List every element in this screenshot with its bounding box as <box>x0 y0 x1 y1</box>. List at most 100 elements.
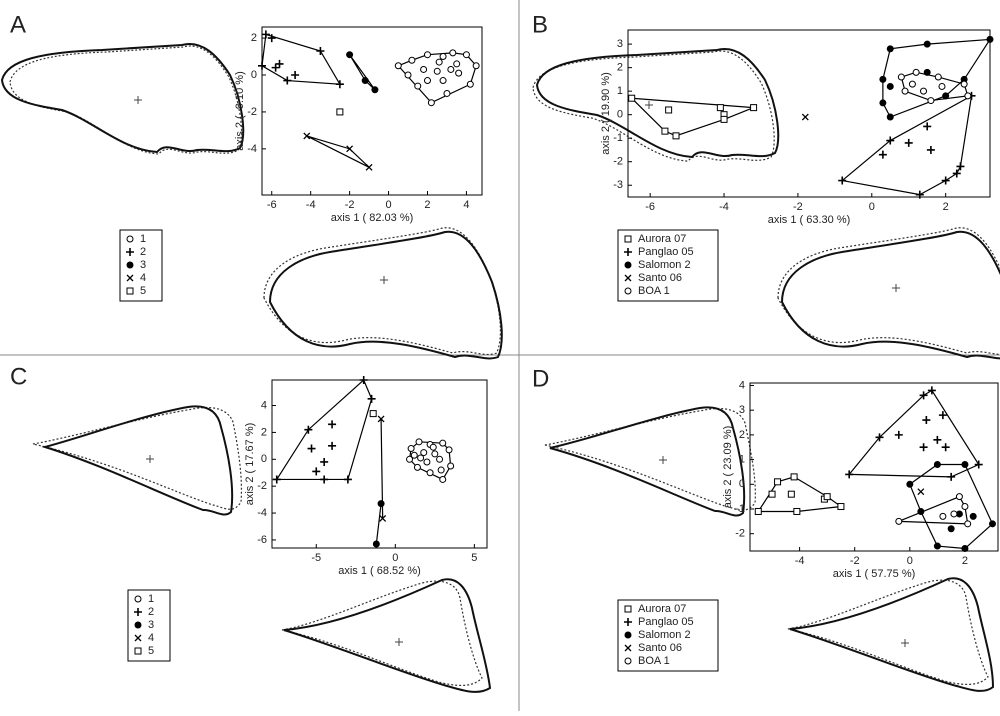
y-axis-label: axis 2 ( 9.10 %) <box>234 71 246 150</box>
marker <box>938 411 947 420</box>
group-hull <box>306 135 370 168</box>
marker <box>415 438 423 446</box>
marker <box>369 410 377 418</box>
legend-label: Salomon 2 <box>638 259 691 271</box>
shape-outline <box>0 43 245 155</box>
marker <box>960 80 968 88</box>
y-tick-label: 0 <box>251 69 257 81</box>
marker <box>768 490 776 498</box>
marker <box>906 480 914 488</box>
legend-marker <box>624 261 632 269</box>
centroid-mark <box>645 101 653 109</box>
y-tick-label: -2 <box>735 528 745 540</box>
marker <box>420 65 428 73</box>
y-tick-label: 3 <box>617 38 623 50</box>
marker <box>336 108 344 116</box>
centroid-mark <box>901 639 909 647</box>
legend-label: 1 <box>148 593 154 605</box>
marker <box>455 69 463 77</box>
marker <box>908 80 916 88</box>
marker <box>915 190 924 199</box>
marker <box>919 443 928 452</box>
marker <box>793 507 801 515</box>
x-tick-label: 2 <box>424 199 430 211</box>
outline-solid <box>268 230 503 360</box>
marker <box>801 113 809 121</box>
marker <box>939 512 947 520</box>
marker <box>787 490 795 498</box>
marker <box>904 138 913 147</box>
marker <box>439 77 447 85</box>
marker <box>346 145 354 153</box>
marker <box>956 162 965 171</box>
y-tick-label: 2 <box>739 429 745 441</box>
legend-label: 1 <box>140 233 146 245</box>
marker <box>926 145 935 154</box>
marker <box>947 472 956 481</box>
y-tick-label: -2 <box>257 480 267 492</box>
x-tick-label: -4 <box>306 199 316 211</box>
shape-outline <box>787 577 995 692</box>
marker <box>328 420 337 429</box>
legend-marker <box>126 287 134 295</box>
marker <box>372 540 380 548</box>
marker <box>716 104 724 112</box>
legend-box <box>127 589 171 662</box>
y-tick-label: -3 <box>613 179 623 191</box>
outline-solid <box>283 578 492 693</box>
marker <box>359 376 368 384</box>
legend-marker <box>134 647 142 655</box>
marker <box>320 475 329 484</box>
y-tick-label: 0 <box>617 109 623 121</box>
marker <box>377 500 385 508</box>
plot-frame <box>261 26 483 196</box>
marker <box>919 391 928 400</box>
legend-label: BOA 1 <box>638 655 670 667</box>
marker <box>920 87 928 95</box>
x-tick-label: -6 <box>267 199 277 211</box>
x-tick-label: -4 <box>795 555 805 567</box>
centroid-mark <box>134 96 142 104</box>
marker <box>988 520 996 528</box>
legend-label: Salomon 2 <box>638 629 691 641</box>
marker <box>304 425 313 434</box>
marker <box>961 461 969 469</box>
marker <box>379 514 387 522</box>
marker <box>433 67 441 75</box>
marker <box>961 503 969 511</box>
marker <box>320 457 329 466</box>
marker <box>258 61 266 70</box>
marker <box>933 542 941 550</box>
marker <box>923 122 932 131</box>
shape-outline <box>777 227 1000 360</box>
x-axis-label: axis 1 ( 57.75 %) <box>833 568 916 580</box>
marker <box>436 455 444 463</box>
marker <box>790 473 798 481</box>
x-axis-label: axis 1 ( 63.30 %) <box>768 214 851 226</box>
centroid-mark <box>659 456 667 464</box>
marker <box>886 45 894 53</box>
legend-marker <box>134 608 142 616</box>
group-hull <box>840 94 973 196</box>
marker <box>377 415 385 423</box>
outline-dotted <box>9 45 243 155</box>
y-tick-label: 4 <box>739 379 745 391</box>
marker <box>661 127 669 135</box>
marker <box>720 115 728 123</box>
marker <box>974 460 983 469</box>
panel-letter: D <box>532 365 549 392</box>
y-axis-label: axis 2 ( 17.67 %) <box>244 423 256 506</box>
x-tick-label: -2 <box>345 199 355 211</box>
marker <box>406 455 414 463</box>
marker <box>628 94 636 102</box>
marker <box>435 58 443 66</box>
x-axis-label: axis 1 ( 68.52 %) <box>338 565 421 577</box>
legend-label: Santo 06 <box>638 272 682 284</box>
legend-label: 4 <box>140 272 146 284</box>
marker <box>439 439 447 447</box>
marker <box>371 86 379 94</box>
x-tick-label: -2 <box>793 201 803 213</box>
marker <box>886 113 894 121</box>
marker <box>955 493 963 501</box>
marker <box>439 475 447 483</box>
